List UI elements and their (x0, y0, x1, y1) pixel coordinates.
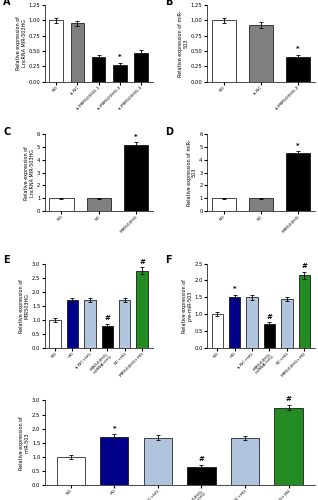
Bar (57, 457, 85, 485)
Text: #: # (198, 456, 204, 462)
Text: C: C (3, 126, 11, 136)
Text: #: # (266, 314, 273, 320)
Y-axis label: Relative expression of
MIR503HG: Relative expression of MIR503HG (19, 279, 30, 332)
Bar (211, 314, 223, 348)
Text: #: # (286, 396, 292, 402)
Bar (134, 53, 148, 82)
Bar (86, 198, 111, 211)
Y-axis label: Relative expression of miR-
503: Relative expression of miR- 503 (178, 10, 189, 76)
Text: D: D (166, 126, 174, 136)
Bar (49, 198, 73, 211)
Bar (102, 326, 113, 348)
Bar (187, 466, 216, 485)
Text: *: * (233, 286, 237, 292)
Text: F: F (166, 255, 172, 265)
Text: B: B (166, 0, 173, 8)
Bar (286, 154, 310, 211)
Text: *: * (296, 46, 300, 52)
Bar (92, 57, 106, 82)
Y-axis label: Relative expression of
miR-503: Relative expression of miR-503 (19, 416, 30, 470)
Text: *: * (134, 134, 137, 140)
Bar (211, 198, 236, 211)
Text: *: * (296, 143, 300, 149)
Y-axis label: Relative expression of
LncRNA MIR-503HG: Relative expression of LncRNA MIR-503HG (16, 16, 26, 70)
Bar (84, 300, 95, 348)
Bar (71, 24, 84, 82)
Bar (124, 144, 148, 211)
Bar (274, 408, 303, 485)
Bar (144, 438, 172, 485)
Bar (246, 298, 258, 348)
Bar (119, 300, 130, 348)
Text: *: * (118, 54, 121, 60)
Bar (67, 300, 78, 348)
Text: #: # (139, 258, 145, 264)
Bar (113, 64, 127, 82)
Bar (249, 198, 273, 211)
Bar (249, 24, 273, 82)
Bar (231, 438, 259, 485)
Bar (229, 298, 240, 348)
Text: #: # (301, 264, 307, 270)
Bar (286, 57, 310, 82)
Y-axis label: Relative expression of miR-
503: Relative expression of miR- 503 (187, 140, 197, 206)
Bar (49, 20, 63, 82)
Bar (100, 436, 128, 485)
Y-axis label: Relative expression of
LncRNA MIR-503HG: Relative expression of LncRNA MIR-503HG (24, 146, 35, 200)
Bar (211, 20, 236, 82)
Bar (281, 299, 293, 348)
Bar (49, 320, 61, 348)
Y-axis label: Relative expression of
pre-miR-503: Relative expression of pre-miR-503 (182, 279, 192, 332)
Text: A: A (3, 0, 11, 8)
Text: E: E (3, 255, 10, 265)
Text: #: # (104, 315, 110, 321)
Bar (264, 324, 275, 348)
Bar (299, 276, 310, 348)
Bar (136, 270, 148, 348)
Text: *: * (113, 426, 116, 432)
